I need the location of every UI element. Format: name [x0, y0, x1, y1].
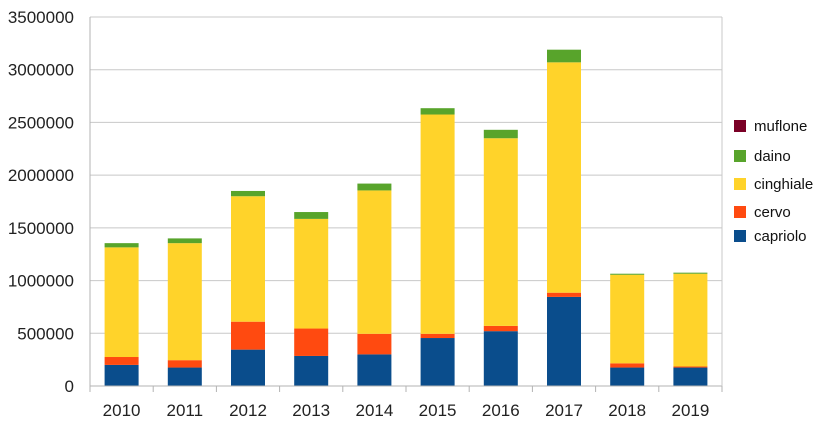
bar-cervo-2019	[673, 366, 708, 368]
bar-cinghiale-2018	[610, 274, 645, 364]
bar-cervo-2012	[231, 321, 265, 350]
bar-cervo-2016	[483, 325, 518, 332]
y-tick-label: 1000000	[8, 272, 74, 291]
bars	[104, 49, 708, 386]
y-tick-labels: 0 500000 1000000 1500000 2000000 2500000 30000…	[8, 8, 74, 396]
bar-cervo-2013	[294, 328, 329, 356]
legend-label: cervo	[754, 203, 791, 221]
x-tick-label: 2019	[671, 401, 709, 420]
bar-cinghiale-2016	[483, 138, 518, 326]
bar-daino-2010	[104, 243, 139, 248]
bar-cinghiale-2011	[167, 243, 202, 361]
legend-label: muflone	[754, 117, 808, 135]
bar-cinghiale-2014	[357, 190, 392, 334]
bar-capriolo-2012	[231, 349, 265, 386]
bar-cinghiale-2013	[294, 218, 329, 329]
bar-cinghiale-2012	[231, 196, 265, 322]
bar-cinghiale-2017	[547, 62, 581, 293]
bar-daino-2019	[673, 272, 708, 274]
legend-swatch	[734, 178, 746, 190]
y-tick-label: 0	[65, 377, 74, 396]
legend-item-cervo: cervo	[734, 202, 791, 222]
y-tick-label: 2000000	[8, 166, 74, 185]
bar-capriolo-2019	[673, 367, 708, 386]
legend-label: daino	[754, 147, 791, 165]
legend-item-daino: daino	[734, 146, 791, 166]
y-tick-label: 2500000	[8, 113, 74, 132]
y-tick-label: 3500000	[8, 8, 74, 27]
legend-swatch	[734, 150, 746, 162]
bar-capriolo-2017	[547, 296, 581, 386]
bar-cervo-2011	[167, 360, 202, 368]
x-tick-label: 2014	[355, 401, 393, 420]
bar-cervo-2015	[420, 333, 455, 339]
bar-daino-2014	[357, 183, 392, 191]
bar-cervo-2010	[104, 357, 139, 365]
legend-swatch	[734, 206, 746, 218]
bar-daino-2011	[167, 238, 202, 244]
bar-cervo-2017	[547, 292, 581, 297]
bar-capriolo-2010	[104, 364, 139, 386]
bar-capriolo-2016	[483, 331, 518, 386]
y-tick-label: 1500000	[8, 219, 74, 238]
bar-cervo-2014	[357, 333, 392, 355]
legend-label: cinghiale	[754, 175, 814, 193]
legend-item-muflone: muflone	[734, 116, 807, 136]
bar-daino-2013	[294, 212, 329, 219]
bar-daino-2017	[547, 49, 581, 63]
y-tick-label: 500000	[17, 324, 74, 343]
legend-swatch	[734, 120, 746, 132]
bar-daino-2016	[483, 129, 518, 139]
x-tick-label: 2011	[167, 401, 204, 420]
legend-swatch	[734, 230, 746, 242]
bar-capriolo-2018	[610, 367, 645, 386]
x-tick-label: 2018	[608, 401, 646, 420]
bar-capriolo-2014	[357, 354, 392, 386]
y-tick-label: 3000000	[8, 61, 74, 80]
x-tick-label: 2012	[229, 401, 267, 420]
legend-label: capriolo	[754, 227, 807, 245]
bar-cervo-2018	[610, 363, 645, 368]
bar-daino-2018	[610, 273, 645, 275]
x-tick-label: 2010	[103, 401, 141, 420]
bar-daino-2012	[231, 190, 265, 197]
axes	[89, 17, 723, 392]
bar-capriolo-2015	[420, 338, 455, 386]
x-tick-label: 2015	[419, 401, 457, 420]
bar-capriolo-2011	[167, 367, 202, 386]
x-tick-label: 2016	[482, 401, 520, 420]
legend-item-capriolo: capriolo	[734, 226, 807, 246]
bar-capriolo-2013	[294, 355, 329, 386]
bar-daino-2015	[420, 108, 455, 115]
x-tick-label: 2013	[292, 401, 330, 420]
x-tick-label: 2017	[545, 401, 583, 420]
bar-cinghiale-2010	[104, 247, 139, 358]
x-tick-labels: 2010 2011 2012 2013 2014 2015 2016 2017 2018 2019	[103, 401, 710, 420]
bar-cinghiale-2019	[673, 273, 708, 367]
bar-cinghiale-2015	[420, 114, 455, 334]
legend-item-cinghiale: cinghiale	[734, 174, 813, 194]
